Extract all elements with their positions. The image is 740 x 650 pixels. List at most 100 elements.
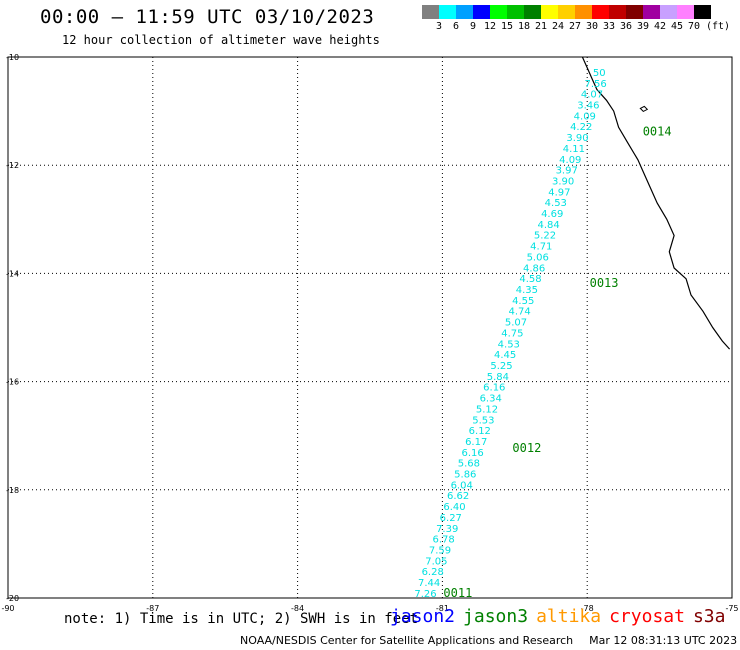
footer-timestamp: Mar 12 08:31:13 UTC 2023 bbox=[589, 634, 738, 647]
swh-value: 4.22 bbox=[570, 122, 592, 133]
color-swatch bbox=[524, 5, 541, 19]
satellite-legend: jason2 jason3 altika cryosat s3a bbox=[390, 606, 733, 627]
satellite-legend-jason3: jason3 bbox=[463, 606, 529, 627]
swh-value: 5.86 bbox=[454, 470, 476, 481]
color-scale-label: 27 bbox=[568, 21, 582, 32]
color-scale-label: 24 bbox=[551, 21, 565, 32]
footer: NOAA/NESDIS Center for Satellite Applica… bbox=[240, 634, 737, 647]
swh-value: 7.39 bbox=[436, 524, 458, 535]
lat-tick-label: -20 bbox=[6, 594, 19, 603]
swh-value: 4.71 bbox=[530, 242, 552, 253]
coastline-path bbox=[581, 56, 731, 350]
lat-tick-label: -10 bbox=[6, 53, 19, 62]
lat-tick-label: -12 bbox=[6, 161, 19, 170]
color-swatch bbox=[609, 5, 626, 19]
lon-tick-label: -90 bbox=[1, 604, 14, 613]
swh-value: 5.12 bbox=[476, 404, 498, 415]
lat-tick-label: -14 bbox=[6, 269, 19, 278]
swh-value: 6.16 bbox=[461, 448, 483, 459]
swh-value: 4.53 bbox=[498, 339, 520, 350]
swh-value: 6.16 bbox=[483, 383, 505, 394]
lon-tick-label: -87 bbox=[146, 604, 159, 613]
color-swatch bbox=[677, 5, 694, 19]
color-scale-label: 70 bbox=[687, 21, 701, 32]
note-text: note: 1) Time is in UTC; 2) SWH is in fe… bbox=[64, 611, 419, 627]
color-swatch bbox=[490, 5, 507, 19]
time-label: 0014 bbox=[643, 124, 672, 138]
swh-value: 5.07 bbox=[505, 318, 527, 329]
color-swatch bbox=[558, 5, 575, 19]
swh-value: 3.97 bbox=[556, 166, 578, 177]
time-label: 0013 bbox=[590, 276, 619, 290]
satellite-legend-jason2: jason2 bbox=[390, 606, 456, 627]
axis-labels: -10 -12 -14 -16 -18 -20-90 -87 -84 -81 -78 -75 bbox=[1, 53, 738, 613]
color-scale-label: 39 bbox=[636, 21, 650, 32]
lon-tick-label: -75 bbox=[725, 604, 738, 613]
color-swatch bbox=[473, 5, 490, 19]
swh-value: 4.45 bbox=[494, 350, 516, 361]
time-label: 0011 bbox=[443, 586, 472, 600]
color-swatch bbox=[507, 5, 524, 19]
swh-value: 5.84 bbox=[487, 372, 509, 383]
satellite-track: 7.267.446.287.057.596.787.396.276.406.62… bbox=[414, 68, 606, 600]
time-labels: 0011 0012 0013 0014 bbox=[443, 124, 671, 600]
swh-value: 7.59 bbox=[429, 546, 451, 557]
coastline bbox=[581, 56, 731, 350]
swh-value: 4.11 bbox=[563, 144, 585, 155]
swh-value: 7.44 bbox=[418, 578, 440, 589]
swh-value: 6.17 bbox=[465, 437, 487, 448]
plot-border bbox=[7, 56, 733, 599]
color-swatch bbox=[660, 5, 677, 19]
color-swatch bbox=[456, 5, 473, 19]
swh-value: 5.53 bbox=[472, 415, 494, 426]
swh-value: 3.90 bbox=[552, 177, 574, 188]
color-swatch bbox=[643, 5, 660, 19]
swh-value: 4.74 bbox=[508, 307, 530, 318]
map-title: 00:00 – 11:59 UTC 03/10/2023 bbox=[40, 6, 375, 28]
map-subtitle: 12 hour collection of altimeter wave hei… bbox=[62, 33, 380, 47]
swh-value: 4.86 bbox=[523, 263, 545, 274]
color-swatch bbox=[541, 5, 558, 19]
swh-value: 4.58 bbox=[519, 274, 541, 285]
swh-value: 6.27 bbox=[440, 513, 462, 524]
swh-value: 4.75 bbox=[501, 328, 523, 339]
lon-tick-label: -84 bbox=[291, 604, 304, 613]
swh-value: 7.05 bbox=[425, 556, 447, 567]
lon-tick-label: -81 bbox=[436, 604, 449, 613]
lat-tick-label: -16 bbox=[6, 378, 19, 387]
island-outline bbox=[639, 105, 649, 113]
color-scale-label: 33 bbox=[602, 21, 616, 32]
swh-value: 6.62 bbox=[447, 491, 469, 502]
swh-value: 4.84 bbox=[537, 220, 559, 231]
satellite-legend-altika: altika bbox=[536, 606, 602, 627]
color-swatch bbox=[694, 5, 711, 19]
swh-value: 6.34 bbox=[480, 394, 502, 405]
swh-value: 4.07 bbox=[581, 90, 603, 101]
swh-value: 7.56 bbox=[584, 79, 606, 90]
swh-value: 5.68 bbox=[458, 459, 480, 470]
swh-value: 4.69 bbox=[541, 209, 563, 220]
swh-value: 7.26 bbox=[414, 589, 436, 600]
swh-value: 6.78 bbox=[432, 535, 454, 546]
color-swatch bbox=[575, 5, 592, 19]
swh-value: 4.35 bbox=[516, 285, 538, 296]
color-scale-label: 42 bbox=[653, 21, 667, 32]
grid-lines bbox=[8, 57, 732, 598]
color-swatch bbox=[592, 5, 609, 19]
swh-value: 3.46 bbox=[577, 101, 599, 112]
color-scale-label: 45 bbox=[670, 21, 684, 32]
swh-value: 6.12 bbox=[469, 426, 491, 437]
swh-value: 5.25 bbox=[490, 361, 512, 372]
swh-value: 5.06 bbox=[527, 252, 549, 263]
color-swatch bbox=[439, 5, 456, 19]
swh-value: 6.40 bbox=[443, 502, 465, 513]
swh-value: 6.28 bbox=[422, 567, 444, 578]
satellite-legend-s3a: s3a bbox=[692, 606, 726, 627]
map-frame bbox=[7, 56, 733, 599]
lat-tick-label: -18 bbox=[6, 486, 19, 495]
swh-value: 50 bbox=[593, 68, 606, 79]
color-scale-label: 36 bbox=[619, 21, 633, 32]
color-scale-label: 9 bbox=[469, 21, 477, 32]
color-swatch bbox=[626, 5, 643, 19]
